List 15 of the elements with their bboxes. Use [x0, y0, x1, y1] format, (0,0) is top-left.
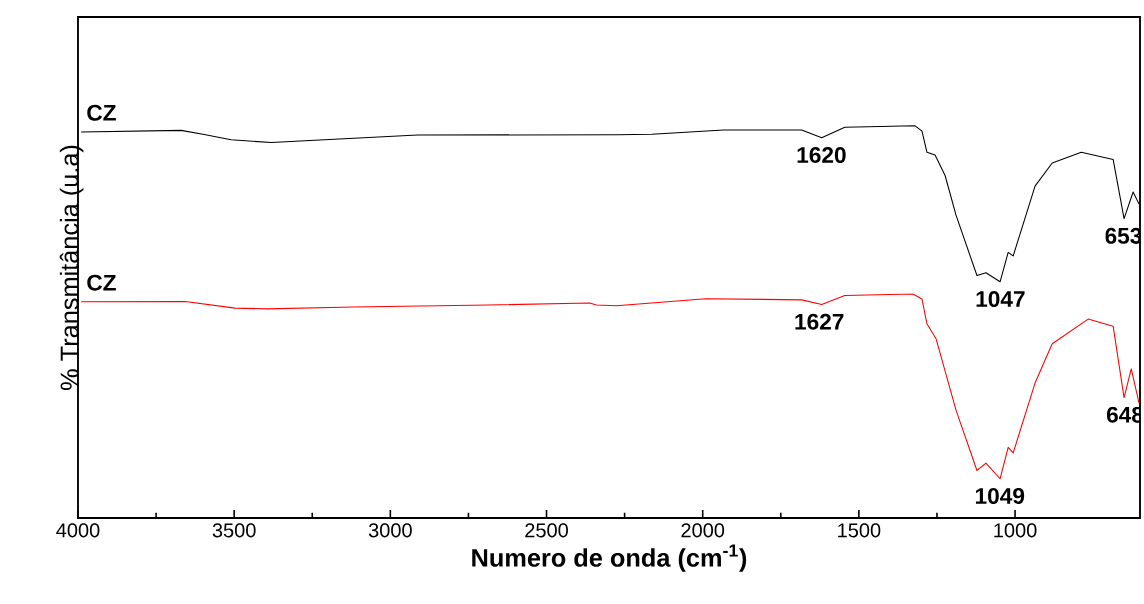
x-tick-label: 1000	[994, 523, 1037, 538]
annotation: 1620	[797, 146, 846, 164]
x-tick-label: 4000	[56, 523, 100, 538]
annotation: 1049	[975, 487, 1025, 504]
series-label: CZ	[87, 104, 116, 121]
x-tick-label: 2500	[525, 523, 568, 538]
annotation: 1047	[976, 290, 1025, 308]
x-tick-label: 1500	[838, 523, 881, 538]
annotation: 1627	[795, 313, 844, 330]
x-axis-title: Numero de onda (cm$^{-1}$)	[472, 544, 747, 572]
y-axis-title: % Transmitância (u.a)	[59, 145, 84, 391]
series-label: CZ	[87, 274, 116, 291]
x-tick-label: 3000	[368, 523, 412, 538]
x-tick-label: 2000	[681, 523, 725, 538]
x-tick-label: 3500	[212, 523, 256, 538]
